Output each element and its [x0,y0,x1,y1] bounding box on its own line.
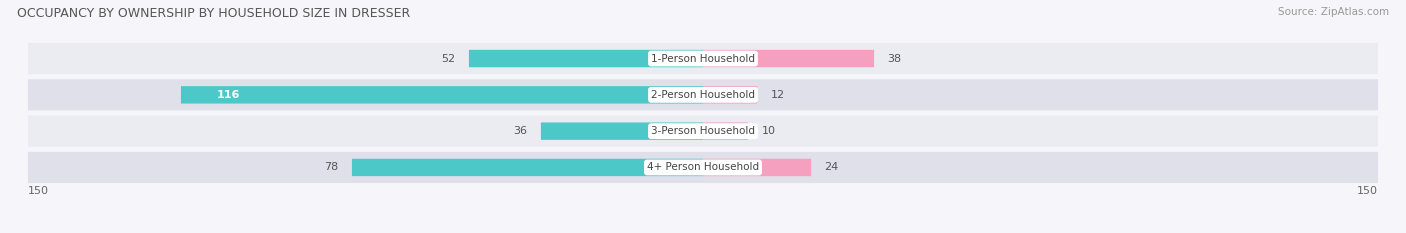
Text: OCCUPANCY BY OWNERSHIP BY HOUSEHOLD SIZE IN DRESSER: OCCUPANCY BY OWNERSHIP BY HOUSEHOLD SIZE… [17,7,411,20]
Text: 1-Person Household: 1-Person Household [651,54,755,64]
FancyBboxPatch shape [703,50,875,67]
FancyBboxPatch shape [28,116,1378,147]
FancyBboxPatch shape [28,43,1378,74]
Text: 38: 38 [887,54,901,64]
Text: 52: 52 [441,54,456,64]
Text: 24: 24 [824,162,839,172]
Text: 3-Person Household: 3-Person Household [651,126,755,136]
Text: Source: ZipAtlas.com: Source: ZipAtlas.com [1278,7,1389,17]
Text: 36: 36 [513,126,527,136]
FancyBboxPatch shape [352,159,703,176]
FancyBboxPatch shape [703,123,748,140]
FancyBboxPatch shape [181,86,703,103]
Text: 116: 116 [217,90,240,100]
Text: 2-Person Household: 2-Person Household [651,90,755,100]
Text: 4+ Person Household: 4+ Person Household [647,162,759,172]
FancyBboxPatch shape [28,79,1378,110]
Text: 10: 10 [762,126,776,136]
Text: 12: 12 [770,90,785,100]
Text: 150: 150 [28,186,49,196]
FancyBboxPatch shape [541,123,703,140]
FancyBboxPatch shape [470,50,703,67]
FancyBboxPatch shape [703,159,811,176]
Text: 78: 78 [325,162,339,172]
Text: 150: 150 [1357,186,1378,196]
FancyBboxPatch shape [703,86,756,103]
FancyBboxPatch shape [28,152,1378,183]
